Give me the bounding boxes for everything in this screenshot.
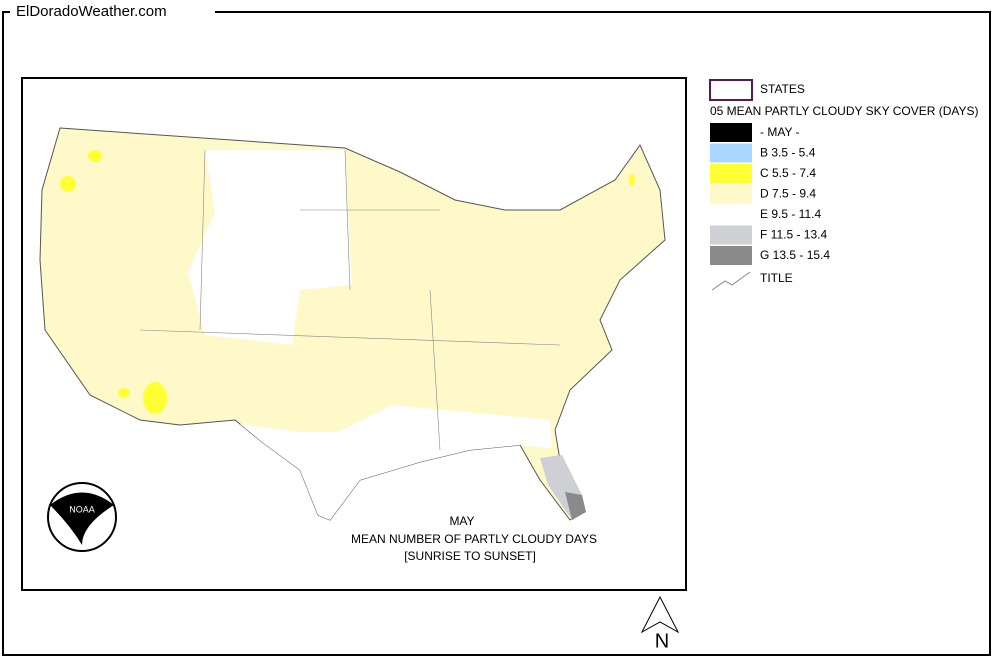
legend-label: E 9.5 - 11.4 (760, 207, 821, 221)
north-label: N (655, 630, 669, 652)
noaa-bird (50, 492, 114, 545)
north-arrow: N (640, 595, 680, 652)
title-label: TITLE (760, 271, 793, 285)
legend-swatch (710, 205, 752, 224)
legend-label: D 7.5 - 9.4 (760, 187, 816, 201)
legend-swatch (710, 143, 752, 163)
spot (143, 382, 167, 414)
legend-swatch (710, 123, 752, 142)
arrow (640, 595, 680, 634)
spot (60, 176, 76, 192)
states-label: STATES (760, 82, 805, 96)
outer-frame (2, 11, 991, 656)
white-region-south (240, 405, 552, 520)
white-region-north (188, 150, 352, 345)
legend-label: G 13.5 - 15.4 (760, 248, 830, 262)
legend: STATES 05 MEAN PARTLY CLOUDY SKY COVER (… (709, 79, 979, 291)
legend-swatch (710, 246, 752, 265)
legend-swatch (710, 225, 752, 245)
map-month: MAY (449, 514, 474, 528)
title-swatch (711, 271, 751, 291)
spot (629, 174, 635, 186)
header-bg (10, 2, 215, 22)
spot (118, 388, 130, 398)
site-title: ElDoradoWeather.com (16, 3, 167, 20)
spot (88, 150, 102, 162)
legend-title: 05 MEAN PARTLY CLOUDY SKY COVER (DAYS) (710, 104, 979, 118)
state-lines (139, 149, 561, 451)
states-swatch (709, 79, 753, 101)
map-caption: MEAN NUMBER OF PARTLY CLOUDY DAYS (351, 532, 597, 546)
legend-swatch (710, 164, 752, 183)
legend-label: F 11.5 - 13.4 (760, 228, 827, 242)
logo-text: NOAA (69, 504, 95, 514)
legend-label: - MAY - (760, 125, 800, 139)
legend-label: B 3.5 - 5.4 (760, 146, 816, 160)
florida-g (565, 492, 586, 520)
map: NOAA MAY MEAN NUMBER OF PARTLY CLOUDY DA… (39, 127, 666, 563)
legend-label: C 5.5 - 7.4 (760, 166, 816, 180)
legend-swatch (710, 184, 752, 204)
map-subcaption: [SUNRISE TO SUNSET] (404, 549, 536, 563)
